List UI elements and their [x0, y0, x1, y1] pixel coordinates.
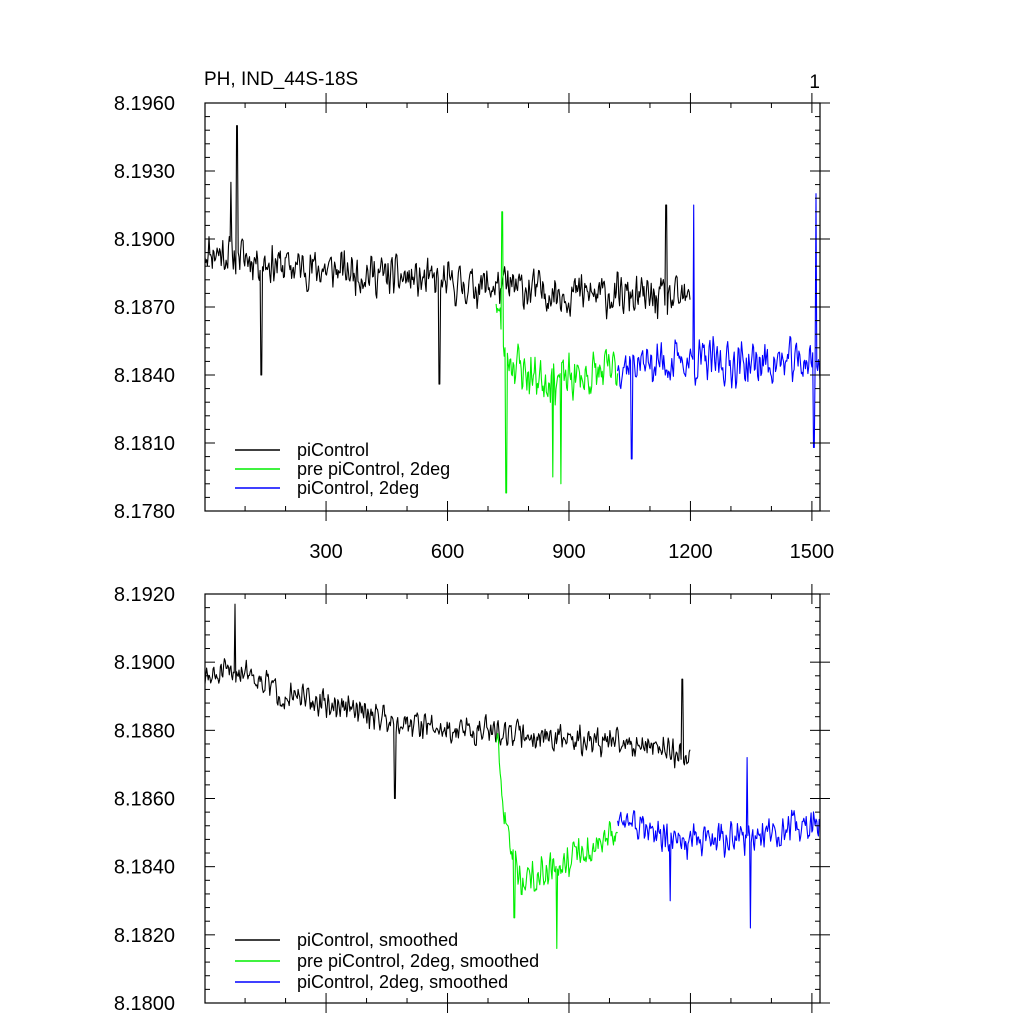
- chart-title: PH, IND_44S-18S: [204, 69, 358, 90]
- y-tick-label: 8.1870: [114, 297, 175, 319]
- legend-label: piControl, 2deg: [297, 478, 419, 498]
- y-tick-label: 8.1930: [114, 161, 175, 183]
- bottom-timeseries-panel: 8.1800 8.1820 8.1840 8.1860 8.1880 8.1900 8.19…: [114, 584, 830, 1015]
- y-tick-label: 8.1820: [114, 925, 175, 947]
- legend-label: piControl, 2deg, smoothed: [297, 972, 508, 992]
- x-tick-label: 1500: [790, 541, 835, 563]
- y-tick-label: 8.1960: [114, 93, 175, 115]
- y-tick-label: 8.1810: [114, 433, 175, 455]
- x-tick-label: 1200: [668, 541, 713, 563]
- y-tick-label: 8.1840: [114, 365, 175, 387]
- panel-number-label: 1: [809, 72, 820, 93]
- y-tick-label: 8.1880: [114, 720, 175, 742]
- legend-label: pre piControl, 2deg: [297, 459, 450, 479]
- series-line-2: [617, 757, 820, 929]
- legend-label: piControl, smoothed: [297, 930, 458, 950]
- y-tick-label: 8.1920: [114, 584, 175, 606]
- bottom-axes: 8.1800 8.1820 8.1840 8.1860 8.1880 8.1900 8.19…: [114, 584, 830, 1015]
- series-line-0: [205, 603, 691, 800]
- top-axes: 300 600 900 1200 1500 8.1780 8.1810 8.1840 8.187…: [114, 93, 834, 563]
- y-tick-label: 8.1900: [114, 652, 175, 674]
- bottom-series-layer: [205, 603, 820, 950]
- top-timeseries-panel: PH, IND_44S-18S 1 300 600 900 1200 1500 8.178…: [114, 69, 834, 563]
- x-tick-label: 300: [309, 541, 342, 563]
- series-line-1: [495, 211, 619, 494]
- series-line-2: [617, 193, 820, 460]
- x-tick-label: 900: [552, 541, 585, 563]
- y-tick-label: 8.1900: [114, 229, 175, 251]
- series-line-1: [495, 732, 618, 950]
- legend-label: piControl: [297, 440, 369, 460]
- series-line-0: [205, 125, 691, 385]
- top-series-layer: [205, 125, 820, 494]
- y-tick-label: 8.1840: [114, 857, 175, 879]
- y-tick-label: 8.1800: [114, 993, 175, 1015]
- y-tick-label: 8.1780: [114, 501, 175, 523]
- legend-label: pre piControl, 2deg, smoothed: [297, 951, 539, 971]
- y-tick-label: 8.1860: [114, 789, 175, 811]
- x-tick-label: 600: [431, 541, 464, 563]
